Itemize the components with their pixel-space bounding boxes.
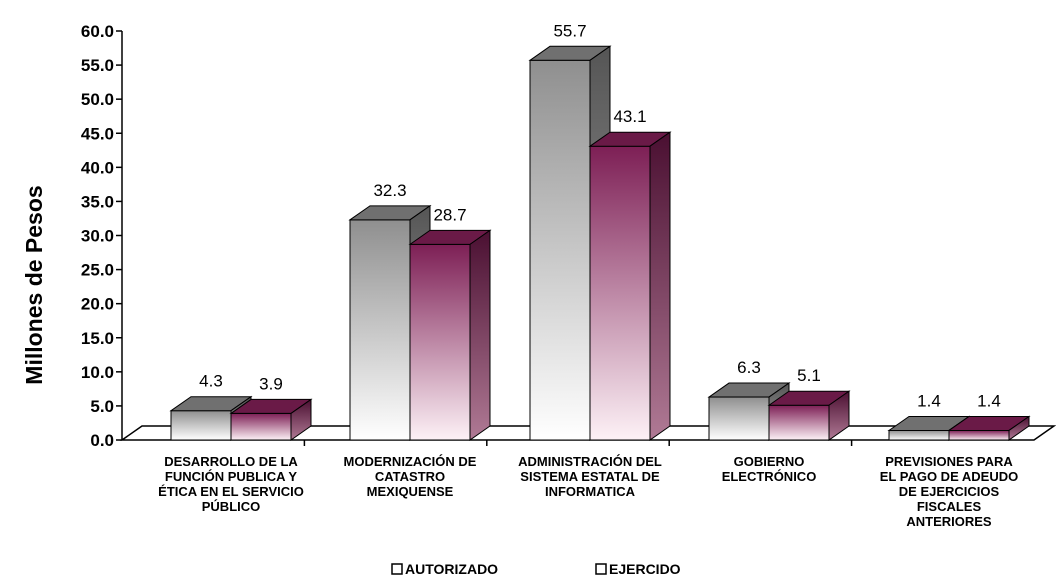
y-tick-label: 15.0 xyxy=(81,329,114,348)
y-tick-label: 40.0 xyxy=(81,158,114,177)
bar-side-ejercido xyxy=(1008,415,1030,441)
bar-front-ejercido xyxy=(948,429,1010,441)
x-category-label: INFORMATICA xyxy=(545,484,636,499)
y-tick-label: 20.0 xyxy=(81,295,114,314)
bar-side-ejercido xyxy=(290,398,312,441)
bar-front-autorizado xyxy=(888,429,950,441)
bar-front-autorizado xyxy=(170,410,232,441)
data-label: 3.9 xyxy=(259,374,283,393)
bar-front-ejercido xyxy=(589,145,651,441)
x-category-label: MODERNIZACIÓN DE xyxy=(344,454,477,469)
y-tick-label: 10.0 xyxy=(81,363,114,382)
bar-side-ejercido xyxy=(828,390,850,441)
legend-swatch xyxy=(391,563,403,575)
bar-front-autorizado xyxy=(529,59,591,441)
data-label: 43.1 xyxy=(613,107,646,126)
x-category-label: DE EJERCICIOS xyxy=(899,484,1000,499)
bar-front-ejercido xyxy=(230,412,292,441)
bar-front-autorizado xyxy=(349,219,411,441)
x-category-label: ELECTRÓNICO xyxy=(722,469,817,484)
data-label: 1.4 xyxy=(917,391,941,410)
bar-side-ejercido xyxy=(649,131,671,441)
y-axis-title: Millones de Pesos xyxy=(21,185,47,384)
bar-front-ejercido xyxy=(409,243,471,441)
data-label: 1.4 xyxy=(977,391,1001,410)
y-tick-label: 25.0 xyxy=(81,261,114,280)
x-category-label: SISTEMA ESTATAL DE xyxy=(520,469,660,484)
y-tick-label: 0.0 xyxy=(90,431,114,450)
data-label: 28.7 xyxy=(433,205,466,224)
bar-front-autorizado xyxy=(708,396,770,441)
y-tick-label: 55.0 xyxy=(81,56,114,75)
x-category-label: GOBIERNO xyxy=(734,454,805,469)
y-tick-label: 30.0 xyxy=(81,227,114,246)
data-label: 55.7 xyxy=(553,21,586,40)
x-category-label: MEXIQUENSE xyxy=(367,484,454,499)
data-label: 6.3 xyxy=(737,358,761,377)
y-tick-label: 35.0 xyxy=(81,192,114,211)
data-label: 32.3 xyxy=(373,181,406,200)
x-category-label: FISCALES xyxy=(917,499,982,514)
x-category-label: PREVISIONES PARA xyxy=(885,454,1013,469)
data-label: 5.1 xyxy=(797,366,821,385)
y-tick-label: 5.0 xyxy=(90,397,114,416)
x-category-label: FUNCIÓN PUBLICA Y xyxy=(165,469,298,484)
legend-label: EJERCIDO xyxy=(609,561,681,577)
x-category-label: CATASTRO xyxy=(375,469,445,484)
y-tick-label: 50.0 xyxy=(81,90,114,109)
x-category-label: DESARROLLO DE LA xyxy=(164,454,298,469)
x-category-label: ANTERIORES xyxy=(906,514,992,529)
legend-label: AUTORIZADO xyxy=(405,561,498,577)
y-tick-label: 60.0 xyxy=(81,22,114,41)
legend: AUTORIZADO EJERCIDO xyxy=(391,561,681,577)
plot-area: 0.0 5.0 10.0 15.0 20.0 25.0 30.0 35.0 40.0 45.0 50… xyxy=(81,21,1056,529)
legend-swatch xyxy=(595,563,607,575)
y-tick-label: 45.0 xyxy=(81,124,114,143)
bar-side-ejercido xyxy=(469,229,491,441)
data-label: 4.3 xyxy=(199,372,223,391)
bar-front-ejercido xyxy=(768,404,830,441)
x-category-label: ÉTICA EN EL SERVICIO xyxy=(158,484,304,499)
x-category-label: EL PAGO DE ADEUDO xyxy=(880,469,1018,484)
x-category-label: ADMINISTRACIÓN DEL xyxy=(518,454,662,469)
x-category-label: PÚBLICO xyxy=(202,499,261,514)
